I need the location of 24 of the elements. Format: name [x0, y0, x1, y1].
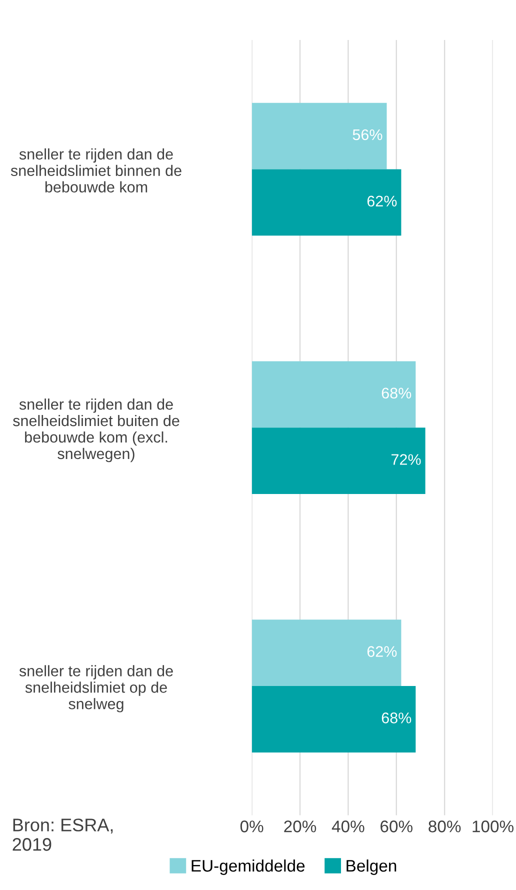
- x-tick-label: 40%: [332, 820, 364, 832]
- data-label: 68%: [382, 388, 412, 399]
- y-tick-label: sneller te rijden dan de snelheidslimiet buiten de bebouwde kom (excl. snelwegen): [13, 398, 180, 462]
- legend-label: Belgen: [346, 859, 396, 875]
- data-label: 68%: [382, 712, 412, 724]
- bar: [252, 169, 402, 236]
- data-label: 62%: [367, 196, 397, 207]
- bar: [252, 686, 416, 752]
- x-tick-label: 60%: [380, 820, 412, 832]
- data-label: 62%: [367, 646, 397, 657]
- legend-label: EU-gemiddelde: [192, 859, 305, 875]
- bar: [252, 361, 416, 428]
- x-tick-label: 100%: [472, 820, 514, 832]
- x-tick-label: 0%: [240, 820, 264, 832]
- text: Bron: ESRA, 2019: [12, 818, 113, 851]
- y-tick-label: sneller te rijden dan de snelheidslimiet op de snelweg: [19, 665, 173, 712]
- bar: [252, 428, 426, 494]
- bar: [252, 620, 402, 686]
- y-tick-label: sneller te rijden dan de snelheidslimiet binnen de bebouwde kom: [10, 148, 182, 192]
- data-label: 56%: [352, 129, 382, 140]
- bar: [252, 102, 387, 170]
- x-tick-label: 20%: [284, 820, 316, 832]
- x-tick-label: 80%: [428, 820, 461, 832]
- data-label: 72%: [392, 454, 421, 465]
